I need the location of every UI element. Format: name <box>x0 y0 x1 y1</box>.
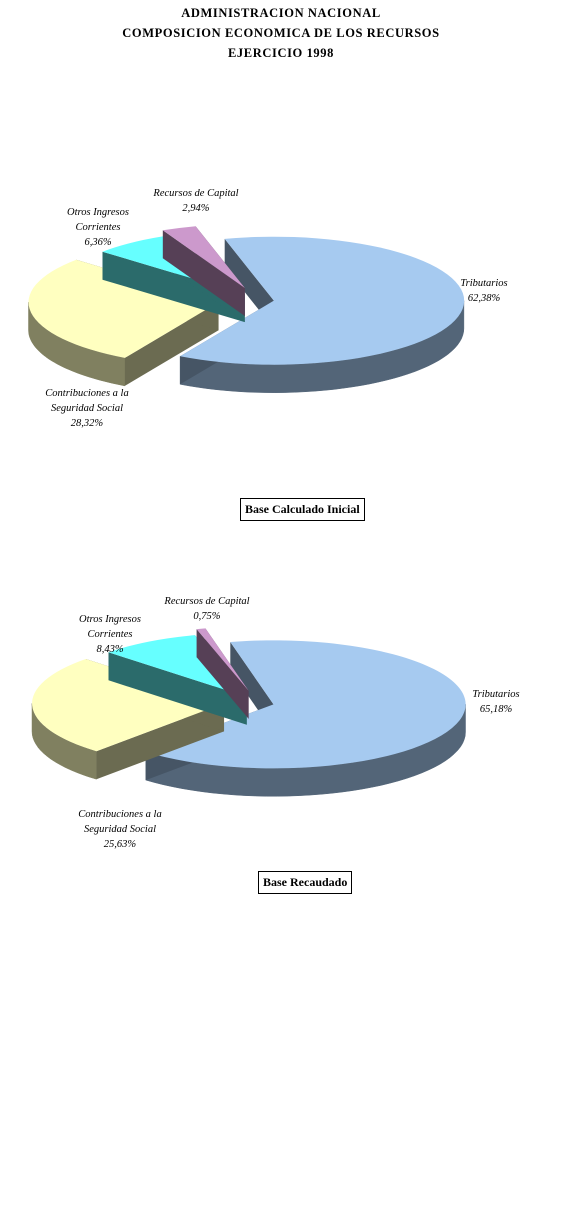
slice-wall <box>96 703 225 780</box>
pie-chart-recaudado: Recursos de Capital 0,75% Otros Ingresos… <box>31 594 520 894</box>
value-label: 6,36% <box>84 237 112 248</box>
header-line-3: EJERCICIO 1998 <box>228 46 334 60</box>
slice-wall <box>224 238 274 329</box>
value-label: 65,18% <box>479 704 513 715</box>
slice-top <box>196 628 249 691</box>
pie-chart-recaudado-plot <box>31 628 466 797</box>
category-name: Otros Ingresos <box>79 614 141 625</box>
value-label: 62,38% <box>467 293 501 304</box>
pie-slice-tributarios <box>179 236 465 393</box>
category-name: Seguridad Social <box>50 403 124 414</box>
slice-top <box>162 226 245 288</box>
slice-top <box>108 635 247 697</box>
pie-slice-capital <box>162 226 245 316</box>
label-capital: Recursos de Capital 0,75% <box>164 594 249 624</box>
category-name: Recursos de Capital <box>153 188 239 199</box>
pie-slice-capital <box>196 628 249 719</box>
value-label: 2,94% <box>182 203 210 214</box>
chart-title-box: Base Recaudado <box>258 871 353 894</box>
category-name: Contribuciones a la <box>78 809 162 820</box>
label-tributarios: Tributarios 62,38% <box>460 276 507 306</box>
pie-slice-tributarios <box>145 640 466 797</box>
category-name: Corrientes <box>75 222 121 233</box>
slice-wall <box>162 230 245 316</box>
header-line-2: COMPOSICION ECONOMICA DE LOS RECURSOS <box>122 26 440 40</box>
label-otros: Otros Ingresos Corrientes 6,36% <box>67 205 129 250</box>
slice-top <box>145 640 466 769</box>
pie-chart-calculado-plot <box>28 226 465 393</box>
value-label: 28,32% <box>70 418 104 429</box>
label-otros: Otros Ingresos Corrientes 8,43% <box>79 612 141 657</box>
category-name: Seguridad Social <box>83 824 157 835</box>
chart-title-box: Base Calculado Inicial <box>240 498 365 521</box>
slice-wall <box>108 652 247 725</box>
category-name: Recursos de Capital <box>164 596 250 607</box>
category-name: Tributarios <box>460 278 508 289</box>
slice-wall <box>102 251 245 323</box>
slice-top <box>180 236 465 365</box>
header-line-1: ADMINISTRACION NACIONAL <box>181 6 381 20</box>
slice-top <box>28 259 219 358</box>
pie-chart-calculado: Recursos de Capital 2,94% Otros Ingresos… <box>0 0 562 540</box>
category-name: Corrientes <box>87 629 133 640</box>
label-contribuciones: Contribuciones a la Seguridad Social 28,… <box>45 386 128 431</box>
label-capital: Recursos de Capital 2,94% <box>153 186 238 216</box>
label-tributarios: Tributarios 65,18% <box>472 687 519 717</box>
category-name: Otros Ingresos <box>67 207 129 218</box>
label-contribuciones: Contribuciones a la Seguridad Social 25,… <box>78 807 161 852</box>
category-name: Contribuciones a la <box>45 388 129 399</box>
report-header: ADMINISTRACION NACIONAL COMPOSICION ECON… <box>0 3 562 63</box>
value-label: 0,75% <box>193 611 221 622</box>
category-name: Tributarios <box>472 689 520 700</box>
value-label: 8,43% <box>96 644 124 655</box>
value-label: 25,63% <box>103 839 137 850</box>
slice-rim <box>31 703 97 780</box>
slice-top <box>32 659 225 752</box>
